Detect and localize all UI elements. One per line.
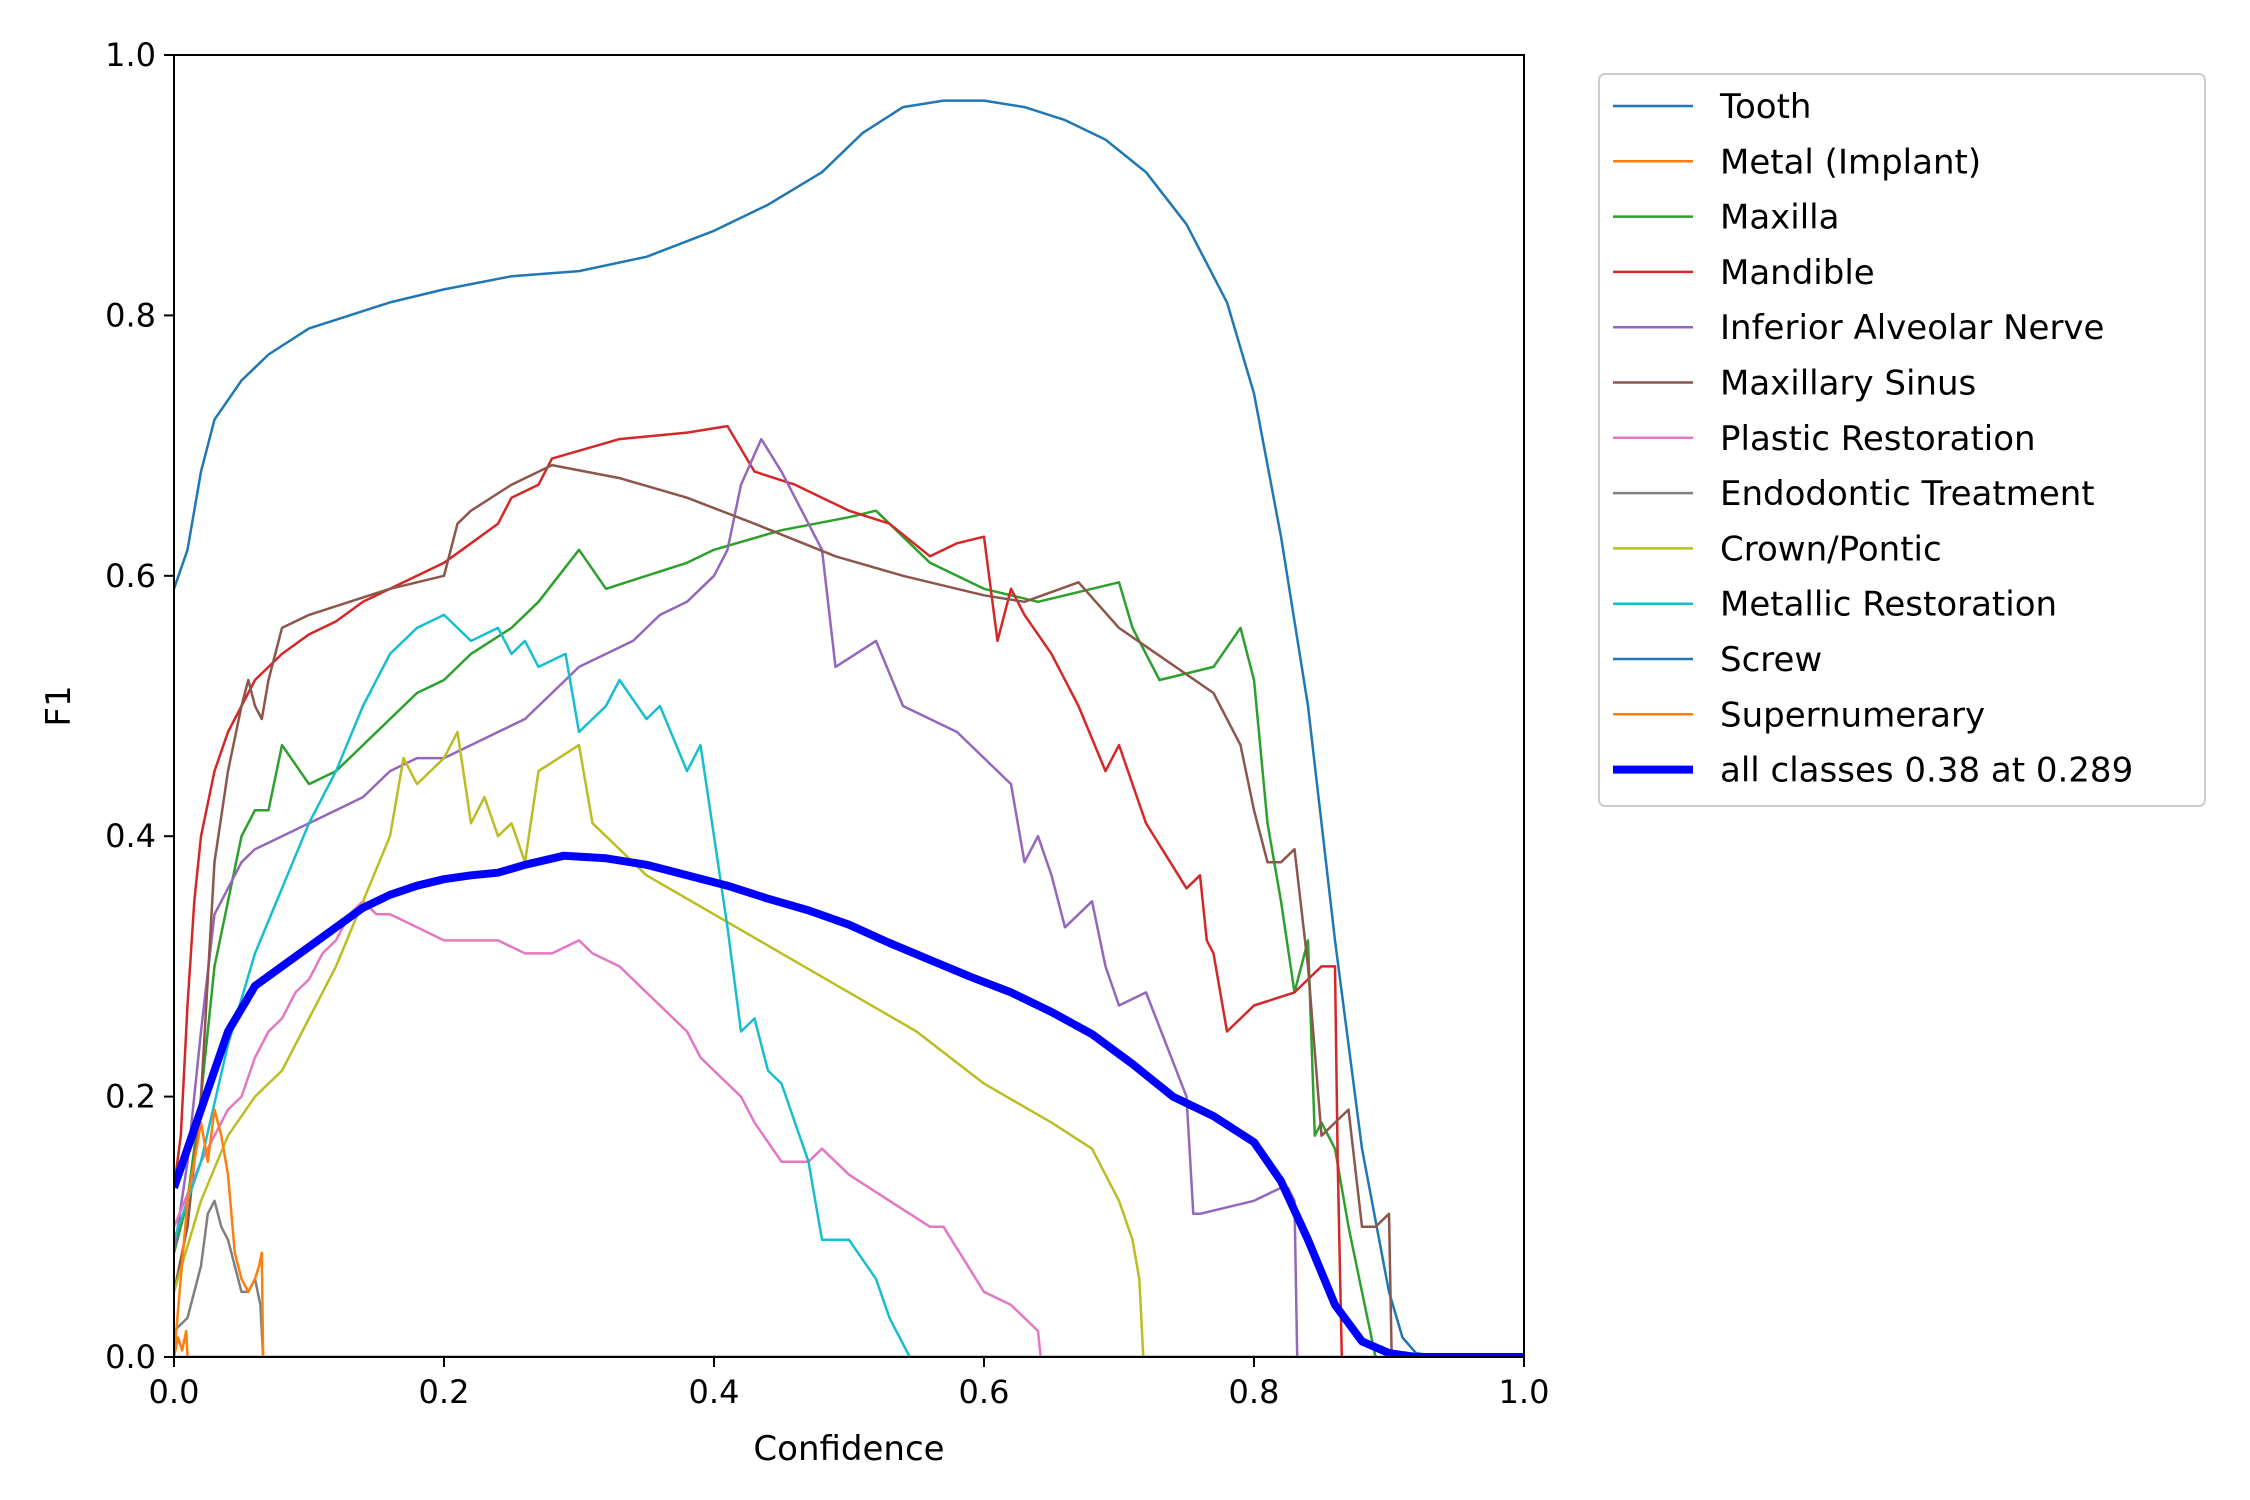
legend-label: Tooth [1719,87,1811,127]
legend-label: Crown/Pontic [1720,529,1942,569]
legend-label: Metallic Restoration [1720,585,2057,625]
legend-label: Maxilla [1720,198,1839,238]
series-line-1 [174,1329,1524,1357]
x-tick-label: 0.8 [1229,1373,1280,1411]
x-tick-label: 1.0 [1499,1373,1550,1411]
legend-label: Mandible [1720,253,1875,293]
series-line-5 [174,463,1393,1357]
y-tick-label: 0.6 [105,557,156,595]
series-lines [174,99,1524,1357]
series-line-8 [174,730,1145,1357]
plot-frame [173,54,1525,1358]
series-line-12 [174,851,1524,1357]
series-line-11 [174,1108,265,1357]
x-tick-label: 0.6 [959,1373,1010,1411]
x-axis-label: Confidence [753,1429,944,1469]
y-tick-label: 1.0 [105,36,156,74]
legend-label: Screw [1720,640,1822,680]
legend-label: Maxillary Sinus [1720,364,1976,404]
legend-label: Endodontic Treatment [1720,474,2095,514]
legend-label: Metal (Implant) [1720,142,1981,182]
x-axis-ticks: 0.0 0.2 0.4 0.6 0.8 1.0 [149,1357,1550,1411]
legend-frame [1598,73,2206,807]
x-tick-label: 0.4 [689,1373,740,1411]
series-line-2 [174,509,1377,1357]
y-tick-label: 0.2 [105,1078,156,1116]
y-axis-ticks: 0.0 0.2 0.4 0.6 0.8 1.0 [105,36,174,1376]
x-tick-label: 0.2 [419,1373,470,1411]
series-line-3 [174,424,1344,1357]
y-axis-label: F1 [39,685,79,726]
legend-label: Plastic Restoration [1720,419,2036,459]
plot-area [173,54,1525,1358]
legend-label: Supernumerary [1720,695,1985,735]
series-line-9 [174,613,911,1357]
y-tick-label: 0.8 [105,296,156,334]
series-line-6 [174,900,1042,1357]
series-line-0 [174,99,1524,1357]
legend: Tooth Metal (Implant) Maxilla Mandible Infer… [1598,73,2206,807]
y-tick-label: 0.4 [105,817,156,855]
legend-label: all classes 0.38 at 0.289 [1720,751,2133,791]
legend-label: Inferior Alveolar Nerve [1720,308,2104,348]
series-line-4 [174,437,1299,1357]
x-tick-label: 0.0 [149,1373,200,1411]
y-tick-label: 0.0 [105,1338,156,1376]
